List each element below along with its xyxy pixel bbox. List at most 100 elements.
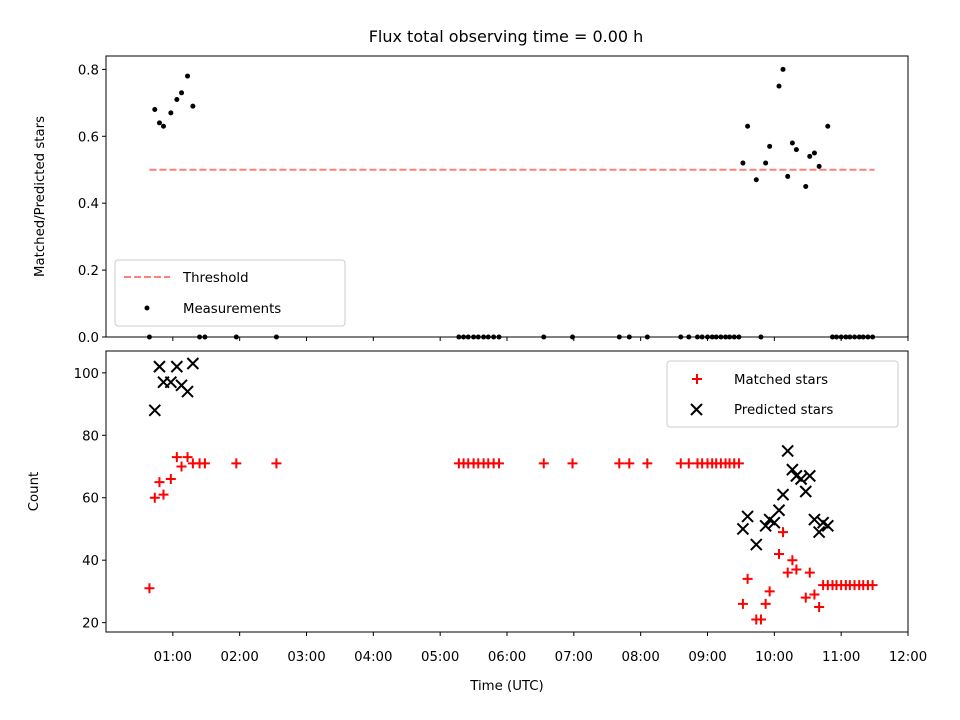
measurement-point bbox=[740, 160, 746, 166]
matched-point bbox=[764, 586, 775, 597]
y-tick-label: 0.6 bbox=[78, 130, 99, 145]
x-tick-label: 07:00 bbox=[555, 650, 593, 665]
measurement-point bbox=[745, 123, 751, 129]
measurement-point bbox=[753, 177, 759, 183]
measurement-point bbox=[825, 123, 831, 129]
matched-point bbox=[158, 489, 169, 500]
x-tick-label: 01:00 bbox=[154, 650, 192, 665]
predicted-point bbox=[148, 404, 161, 417]
measurement-point bbox=[789, 140, 795, 146]
predicted-point bbox=[799, 485, 812, 498]
ratio-y-ticks: 0.0 0.2 0.4 0.6 0.8 bbox=[78, 63, 106, 346]
matched-point bbox=[624, 458, 635, 469]
measurement-point bbox=[185, 73, 191, 79]
predicted-legend-swatch bbox=[690, 403, 703, 416]
measurement-point bbox=[807, 153, 813, 159]
x-axis-label: Time (UTC) bbox=[469, 679, 544, 694]
count-x-ticks: 01:00 02:00 03:00 04:00 05:00 06:00 07:00 08:00… bbox=[154, 632, 927, 665]
measurement-point bbox=[174, 96, 180, 102]
predicted-point bbox=[153, 360, 166, 373]
ratio-y-axis-label: Matched/Predicted stars bbox=[33, 116, 48, 277]
matched-point bbox=[154, 477, 165, 488]
matched-point bbox=[538, 458, 549, 469]
x-tick-label: 05:00 bbox=[421, 650, 459, 665]
measurement-point bbox=[190, 103, 196, 109]
measurement-point bbox=[776, 83, 782, 89]
ratio-panel: 0.00.20.40.60.8 Matched/Predicted stars … bbox=[33, 55, 909, 346]
matched-point bbox=[760, 598, 771, 609]
y-tick-label: 20 bbox=[82, 617, 99, 632]
matched-point bbox=[199, 458, 210, 469]
predicted-point bbox=[736, 522, 750, 536]
measurement-point bbox=[780, 66, 786, 72]
matched-point bbox=[742, 573, 753, 584]
matched-point bbox=[567, 458, 578, 469]
count-panel: 20 40 60 80 100 01:00 02:00 03:00 04:00 05:00 06:… bbox=[27, 350, 927, 694]
y-tick-label: 80 bbox=[82, 429, 99, 444]
x-tick-label: 03:00 bbox=[287, 650, 325, 665]
count-marks bbox=[144, 357, 878, 625]
matched-point bbox=[791, 564, 802, 575]
y-tick-label: 60 bbox=[82, 492, 99, 507]
predicted-point bbox=[794, 472, 808, 486]
y-tick-label: 0.4 bbox=[78, 197, 99, 212]
x-tick-label: 08:00 bbox=[622, 650, 660, 665]
measurement-point bbox=[160, 123, 166, 129]
predicted-point bbox=[750, 538, 763, 551]
count-legend-box bbox=[666, 360, 899, 428]
count-legend: Matched stars Predicted stars bbox=[666, 360, 899, 428]
matched-point bbox=[782, 567, 793, 578]
matched-point bbox=[642, 458, 653, 469]
matched-point bbox=[144, 583, 155, 594]
measurement-point bbox=[179, 90, 185, 96]
x-tick-label: 12:00 bbox=[889, 650, 927, 665]
predicted-legend-label: Predicted stars bbox=[734, 403, 833, 418]
y-tick-label: 0.8 bbox=[78, 63, 99, 78]
chart-title: Flux total observing time = 0.00 h bbox=[369, 27, 644, 46]
x-tick-label: 11:00 bbox=[822, 650, 860, 665]
matched-point bbox=[493, 458, 504, 469]
measurement-point bbox=[785, 173, 791, 179]
measurements-legend-swatch bbox=[144, 305, 150, 311]
measurement-point bbox=[767, 143, 773, 149]
matched-point bbox=[683, 458, 694, 469]
measurement-point bbox=[793, 147, 799, 153]
matched-point bbox=[271, 458, 282, 469]
predicted-point bbox=[170, 360, 184, 373]
predicted-point bbox=[759, 519, 772, 533]
measurement-point bbox=[763, 160, 769, 166]
measurement-point bbox=[811, 150, 817, 156]
measurement-point bbox=[152, 107, 158, 113]
matched-legend-swatch bbox=[692, 374, 702, 384]
measurement-point bbox=[168, 110, 174, 116]
matched-point bbox=[614, 458, 625, 469]
matched-point bbox=[182, 452, 193, 463]
predicted-point bbox=[776, 488, 790, 501]
predicted-point bbox=[812, 525, 826, 539]
matched-point bbox=[804, 567, 815, 578]
ratio-x-ticks bbox=[172, 337, 909, 341]
matched-point bbox=[231, 458, 242, 469]
matched-point bbox=[755, 614, 766, 625]
matched-point bbox=[814, 602, 825, 613]
matched-point bbox=[165, 474, 176, 485]
predicted-point bbox=[741, 510, 754, 523]
matched-point bbox=[149, 492, 160, 503]
matched-point bbox=[733, 458, 744, 469]
matched-point bbox=[171, 452, 182, 463]
matched-point bbox=[774, 548, 785, 559]
count-y-ticks: 20 40 60 80 100 bbox=[74, 367, 106, 632]
predicted-point bbox=[164, 376, 178, 389]
count-y-axis-label: Count bbox=[27, 472, 42, 512]
x-tick-label: 09:00 bbox=[688, 650, 726, 665]
x-tick-label: 10:00 bbox=[755, 650, 793, 665]
matched-point bbox=[787, 555, 798, 566]
predicted-point bbox=[186, 357, 200, 370]
predicted-point bbox=[181, 385, 194, 398]
predicted-point bbox=[821, 519, 835, 533]
predicted-point bbox=[772, 504, 786, 517]
measurements-legend-label: Measurements bbox=[183, 302, 281, 317]
matched-point bbox=[809, 589, 820, 600]
